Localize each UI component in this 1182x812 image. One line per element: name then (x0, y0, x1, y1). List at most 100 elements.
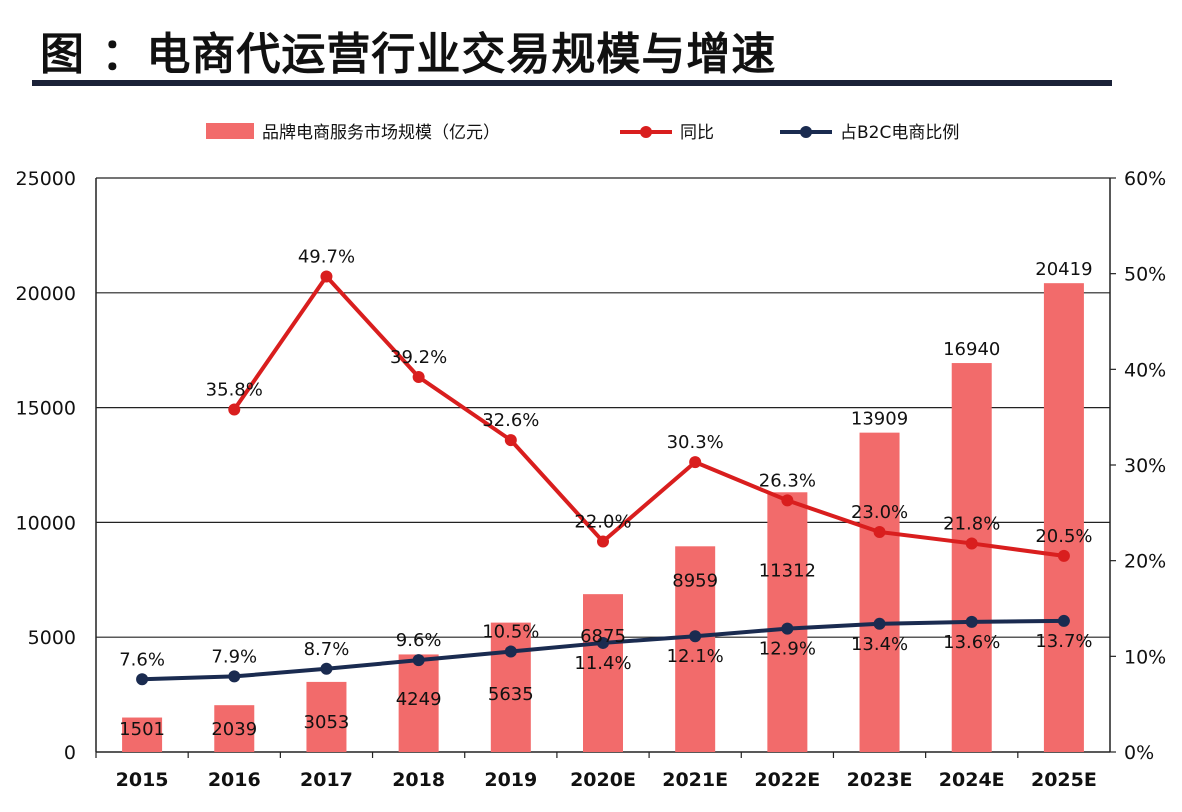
x-tick-label: 2016 (208, 769, 261, 791)
x-tick-label: 2017 (300, 769, 353, 791)
share-point (597, 636, 609, 649)
y-left-tick-label: 5000 (28, 627, 76, 649)
y-left-tick-label: 15000 (16, 398, 76, 420)
x-tick-label: 2019 (484, 769, 537, 791)
yoy-point (228, 403, 241, 416)
yoy-line (232, 274, 1065, 558)
yoy-point (320, 270, 333, 283)
yoy-point (965, 537, 978, 550)
y-left-tick-label: 10000 (16, 512, 76, 534)
share-value-label: 10.5% (482, 622, 539, 643)
share-point (228, 670, 241, 683)
bar (1043, 283, 1084, 752)
yoy-value-label: 23.0% (851, 502, 908, 523)
y-right-tick-label: 10% (1124, 646, 1166, 668)
bar-value-label: 2039 (211, 719, 257, 740)
yoy-point (504, 434, 517, 447)
bar (583, 594, 623, 752)
y-left-tick-label: 0 (64, 742, 76, 764)
bar-value-label: 5635 (488, 684, 534, 705)
bar (214, 705, 255, 752)
bar (398, 654, 439, 752)
share-value-label: 7.9% (211, 646, 257, 667)
bar (490, 622, 531, 752)
yoy-value-label: 22.0% (574, 512, 631, 533)
share-point (504, 645, 517, 658)
share-value-label: 12.9% (759, 639, 816, 660)
yoy-value-label: 21.8% (943, 513, 1000, 534)
axes: 0 5000 10000 15000 20000 25000 0% 10% 20% 30% 40% 5… (16, 168, 1167, 791)
legend-bar-label: 品牌电商服务市场规模（亿元） (262, 123, 500, 143)
x-tick-label: 2022E (754, 769, 820, 791)
share-value-label: 13.6% (943, 632, 1000, 653)
yoy-point (412, 370, 425, 383)
bar-value-label: 1501 (119, 719, 165, 740)
yoy-value-label: 39.2% (390, 347, 447, 368)
share-value-label: 12.1% (667, 646, 724, 667)
x-tick-label: 2024E (939, 769, 1005, 791)
legend-share-label: 占B2C电商比例 (840, 123, 959, 143)
yoy-point (597, 535, 609, 548)
bar (859, 432, 900, 752)
line-series (136, 270, 1070, 686)
bar-value-label: 3053 (304, 712, 350, 733)
page-title: 图 ：电商代运营行业交易规模与增速 (40, 29, 777, 80)
bar (122, 717, 163, 752)
bar-value-label: 11312 (759, 560, 816, 581)
y-left-tick-label: 25000 (16, 168, 76, 190)
share-point (965, 615, 978, 628)
bar (951, 363, 992, 752)
yoy-value-label: 26.3% (759, 470, 816, 491)
bar-series (122, 283, 1084, 752)
bar-value-label: 8959 (672, 570, 718, 591)
legend-yoy-label: 同比 (680, 123, 714, 143)
legend-bar-swatch (206, 123, 254, 139)
bar-value-label: 16940 (943, 339, 1000, 360)
y-right-tick-label: 30% (1124, 455, 1166, 477)
yoy-value-label: 30.3% (667, 432, 724, 453)
title-underline (32, 80, 1112, 86)
x-tick-label: 2025E (1031, 769, 1097, 791)
y-right-tick-label: 20% (1124, 551, 1166, 573)
yoy-value-label: 32.6% (482, 410, 539, 431)
share-point (781, 622, 794, 635)
yoy-point (1057, 549, 1070, 562)
bar (306, 681, 347, 752)
y-right-tick-label: 50% (1124, 264, 1166, 286)
bar-value-label: 20419 (1035, 259, 1092, 280)
share-point (412, 654, 425, 667)
yoy-point (781, 494, 794, 507)
x-tick-label: 2023E (847, 769, 913, 791)
bar-value-label: 13909 (851, 409, 908, 430)
bar (675, 546, 716, 752)
share-value-label: 11.4% (574, 653, 631, 674)
bar-value-label: 4249 (396, 689, 442, 710)
y-right-tick-label: 0% (1124, 742, 1154, 764)
share-point (136, 673, 149, 686)
share-point (873, 617, 886, 630)
yoy-value-label: 35.8% (206, 380, 263, 401)
yoy-value-label: 49.7% (298, 247, 355, 268)
legend: 品牌电商服务市场规模（亿元） 同比 占B2C电商比例 (206, 123, 959, 143)
bar-value-label: 6875 (580, 626, 626, 647)
share-value-label: 13.4% (851, 634, 908, 655)
share-value-label: 8.7% (304, 639, 350, 660)
share-point (689, 630, 702, 643)
legend-yoy-marker (640, 126, 652, 138)
share-point (320, 662, 333, 675)
y-right-tick-label: 40% (1124, 359, 1166, 381)
share-value-label: 13.7% (1035, 631, 1092, 652)
share-value-label: 7.6% (119, 649, 165, 670)
bar (767, 492, 808, 752)
x-tick-label: 2021E (662, 769, 728, 791)
data-labels: 1501 2039 3053 4249 5635 6875 8959 11312 13909 16… (119, 247, 1092, 740)
share-value-label: 9.6% (396, 630, 442, 651)
x-tick-label: 2015 (116, 769, 169, 791)
x-tick-label: 2018 (392, 769, 445, 791)
x-tick-label: 2020E (570, 769, 636, 791)
yoy-point (873, 525, 886, 538)
legend-share-marker (800, 126, 812, 138)
y-right-tick-label: 60% (1124, 168, 1166, 190)
yoy-value-label: 20.5% (1035, 526, 1092, 547)
